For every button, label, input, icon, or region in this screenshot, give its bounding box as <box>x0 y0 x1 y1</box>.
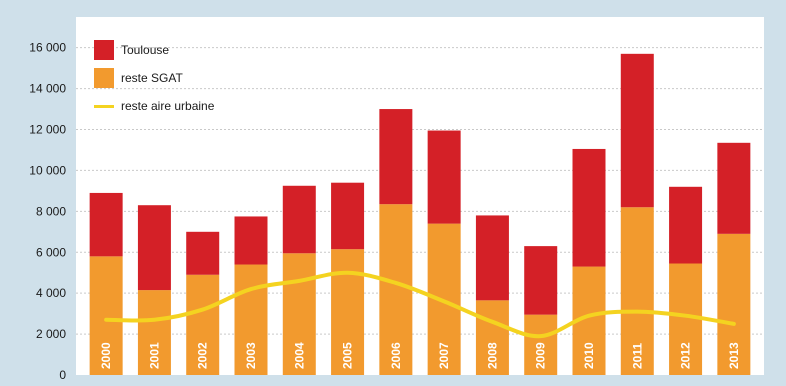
y-tick-label: 6 000 <box>36 245 66 259</box>
bar-segment-toulouse <box>186 231 220 275</box>
bar-segment-toulouse <box>572 148 606 267</box>
x-tick-label: 2012 <box>679 342 693 369</box>
legend: Toulouse reste SGAT reste aire urbaine <box>94 40 215 113</box>
bar-segment-reste-sgat <box>89 256 123 375</box>
y-tick-label: 0 <box>59 368 66 381</box>
bar-segment-toulouse <box>137 205 171 291</box>
y-tick-label: 10 000 <box>29 163 66 177</box>
legend-swatch <box>94 68 114 88</box>
x-tick-label: 2013 <box>727 342 741 369</box>
x-tick-label: 2009 <box>534 342 548 369</box>
y-tick-label: 12 000 <box>29 123 66 137</box>
bar-segment-toulouse <box>379 109 413 205</box>
bar-segment-reste-sgat <box>524 314 558 375</box>
x-tick-label: 2004 <box>292 342 306 369</box>
legend-swatch <box>94 105 114 108</box>
x-tick-label: 2005 <box>341 342 355 369</box>
x-tick-label: 2001 <box>147 342 161 369</box>
bar-segment-toulouse <box>89 192 123 257</box>
bar-segment-reste-sgat <box>379 204 413 375</box>
bar-segment-reste-sgat <box>234 264 268 375</box>
x-tick-label: 2011 <box>630 343 644 369</box>
y-tick-label: 16 000 <box>29 41 66 55</box>
legend-label: reste SGAT <box>121 71 183 85</box>
y-axis-tick-labels: 0 2 000 4 000 6 000 8 000 10 000 12 000 14 000 1… <box>29 41 66 382</box>
bar-segment-toulouse <box>620 53 654 208</box>
legend-label: reste aire urbaine <box>121 99 215 113</box>
bar-segment-reste-sgat <box>331 249 365 375</box>
bar-segment-toulouse <box>669 186 703 264</box>
x-axis-tick-labels: 2000 2001 2002 2003 2004 2005 2006 2007 2008 2009… <box>99 342 741 369</box>
y-tick-label: 8 000 <box>36 204 66 218</box>
bar-segment-reste-sgat <box>186 274 220 375</box>
x-tick-label: 2002 <box>196 342 210 369</box>
x-tick-label: 2007 <box>437 342 451 369</box>
x-tick-label: 2008 <box>485 342 499 369</box>
x-tick-label: 2003 <box>244 342 258 369</box>
bars <box>89 53 751 375</box>
bar-segment-reste-sgat <box>475 300 509 375</box>
y-tick-label: 14 000 <box>29 82 66 96</box>
bar-segment-reste-sgat <box>620 207 654 375</box>
x-tick-label: 2006 <box>389 342 403 369</box>
y-tick-label: 2 000 <box>36 327 66 341</box>
bar-segment-reste-sgat <box>137 290 171 375</box>
bar-segment-toulouse <box>331 182 365 250</box>
bar-segment-toulouse <box>717 142 751 234</box>
bar-segment-toulouse <box>282 185 316 254</box>
bar-segment-reste-sgat <box>282 253 316 375</box>
legend-label: Toulouse <box>121 43 169 57</box>
y-tick-label: 4 000 <box>36 286 66 300</box>
line-series <box>104 270 736 339</box>
bar-segment-toulouse <box>427 130 461 224</box>
bar-segment-toulouse <box>524 246 558 315</box>
bar-segment-toulouse <box>234 216 268 265</box>
x-tick-label: 2010 <box>582 342 596 369</box>
legend-swatch <box>94 40 114 60</box>
x-tick-label: 2000 <box>99 342 113 369</box>
line-reste-aire-urbaine <box>104 270 736 339</box>
bar-segment-toulouse <box>475 215 509 301</box>
bar-segment-reste-sgat <box>717 233 751 375</box>
